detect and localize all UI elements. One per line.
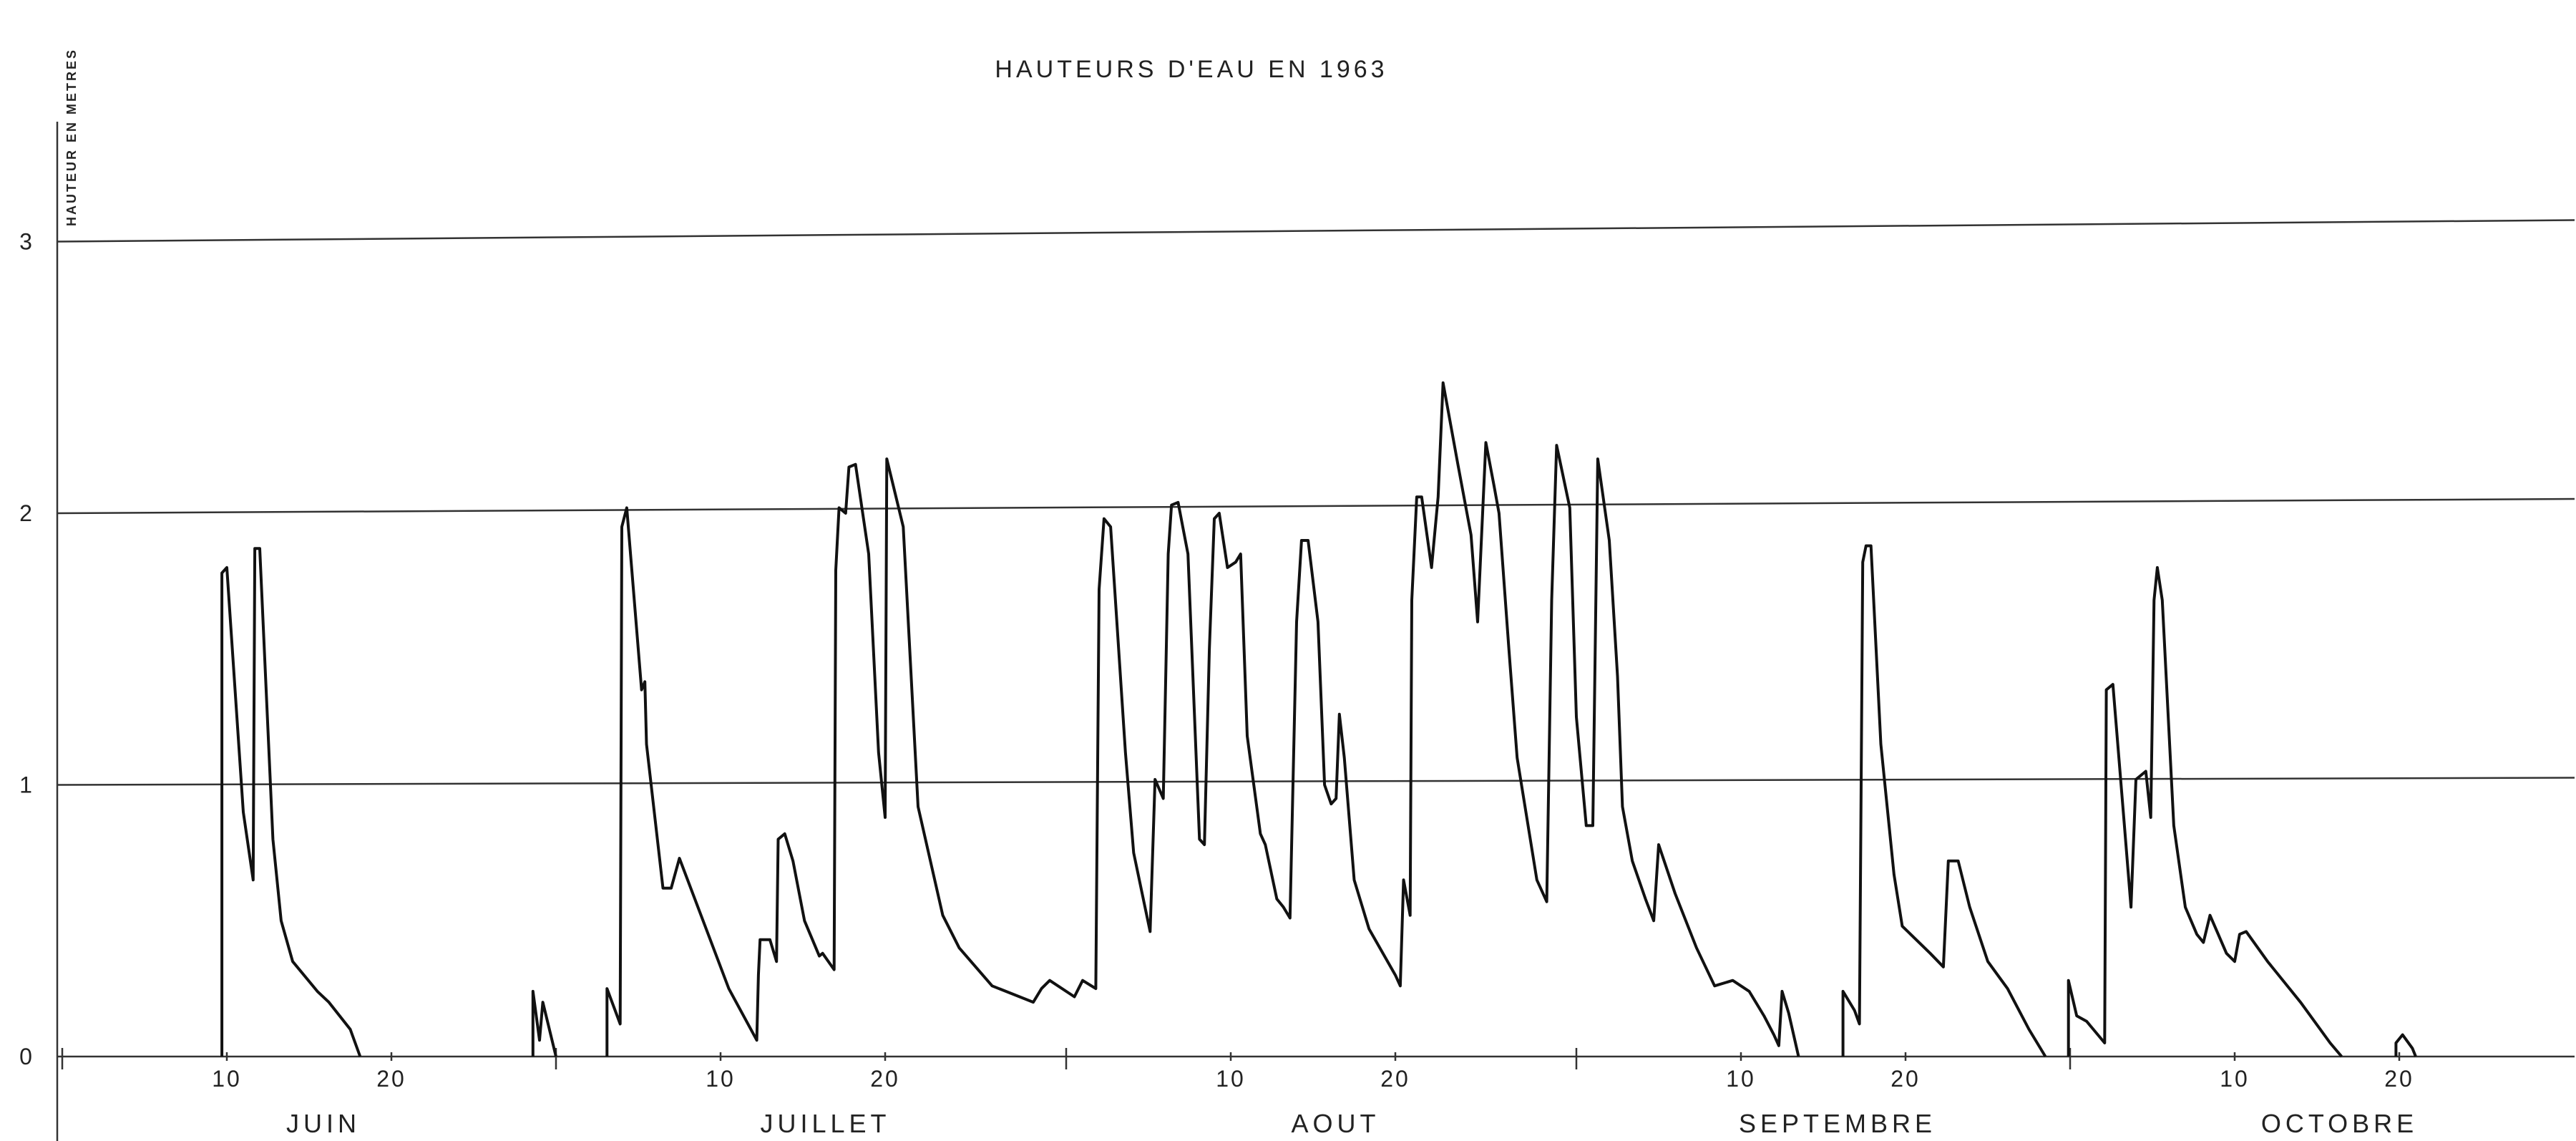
y-tick-label: 1	[19, 772, 32, 798]
water-level-line	[1841, 544, 2047, 1058]
x-tick-label: 20	[870, 1066, 900, 1092]
water-level-line	[2067, 565, 2343, 1058]
y-axis-label: HAUTEUR EN METRES	[64, 48, 79, 226]
month-label: SEPTEMBRE	[1739, 1109, 1936, 1138]
x-tick-label: 10	[212, 1066, 242, 1092]
month-label: OCTOBRE	[2261, 1109, 2418, 1138]
x-tick-label: 10	[1216, 1066, 1246, 1092]
x-tick-label: 10	[706, 1066, 736, 1092]
water-level-line	[220, 547, 362, 1057]
x-tick-label: 20	[1890, 1066, 1921, 1092]
gridline-3	[57, 219, 2575, 243]
month-label: AOUT	[1291, 1109, 1380, 1138]
x-tick-label: 20	[1380, 1066, 1410, 1092]
water-level-line	[2394, 1033, 2417, 1057]
y-tick-label: 3	[19, 229, 32, 255]
chart-title: HAUTEURS D'EAU EN 1963	[995, 56, 1387, 83]
month-label: JUIN	[286, 1109, 361, 1138]
series-layer	[220, 381, 2417, 1058]
y-tick-label: 2	[19, 500, 32, 526]
grid-layer	[57, 219, 2575, 1058]
gridline-2	[57, 497, 2575, 515]
x-tick-label: 10	[1726, 1066, 1756, 1092]
water-level-line	[531, 989, 557, 1057]
gridline-1	[57, 777, 2575, 786]
y-tick-label: 0	[19, 1044, 32, 1069]
x-tick-label: 10	[2220, 1066, 2250, 1092]
x-tick-label: 20	[2384, 1066, 2414, 1092]
month-label: JUILLET	[760, 1109, 890, 1138]
x-tick-label: 20	[376, 1066, 406, 1092]
water-level-line	[605, 381, 1800, 1057]
axis-layer	[56, 122, 2401, 1141]
label-layer: HAUTEURS D'EAU EN 1963 HAUTEUR EN METRES…	[19, 48, 2418, 1138]
